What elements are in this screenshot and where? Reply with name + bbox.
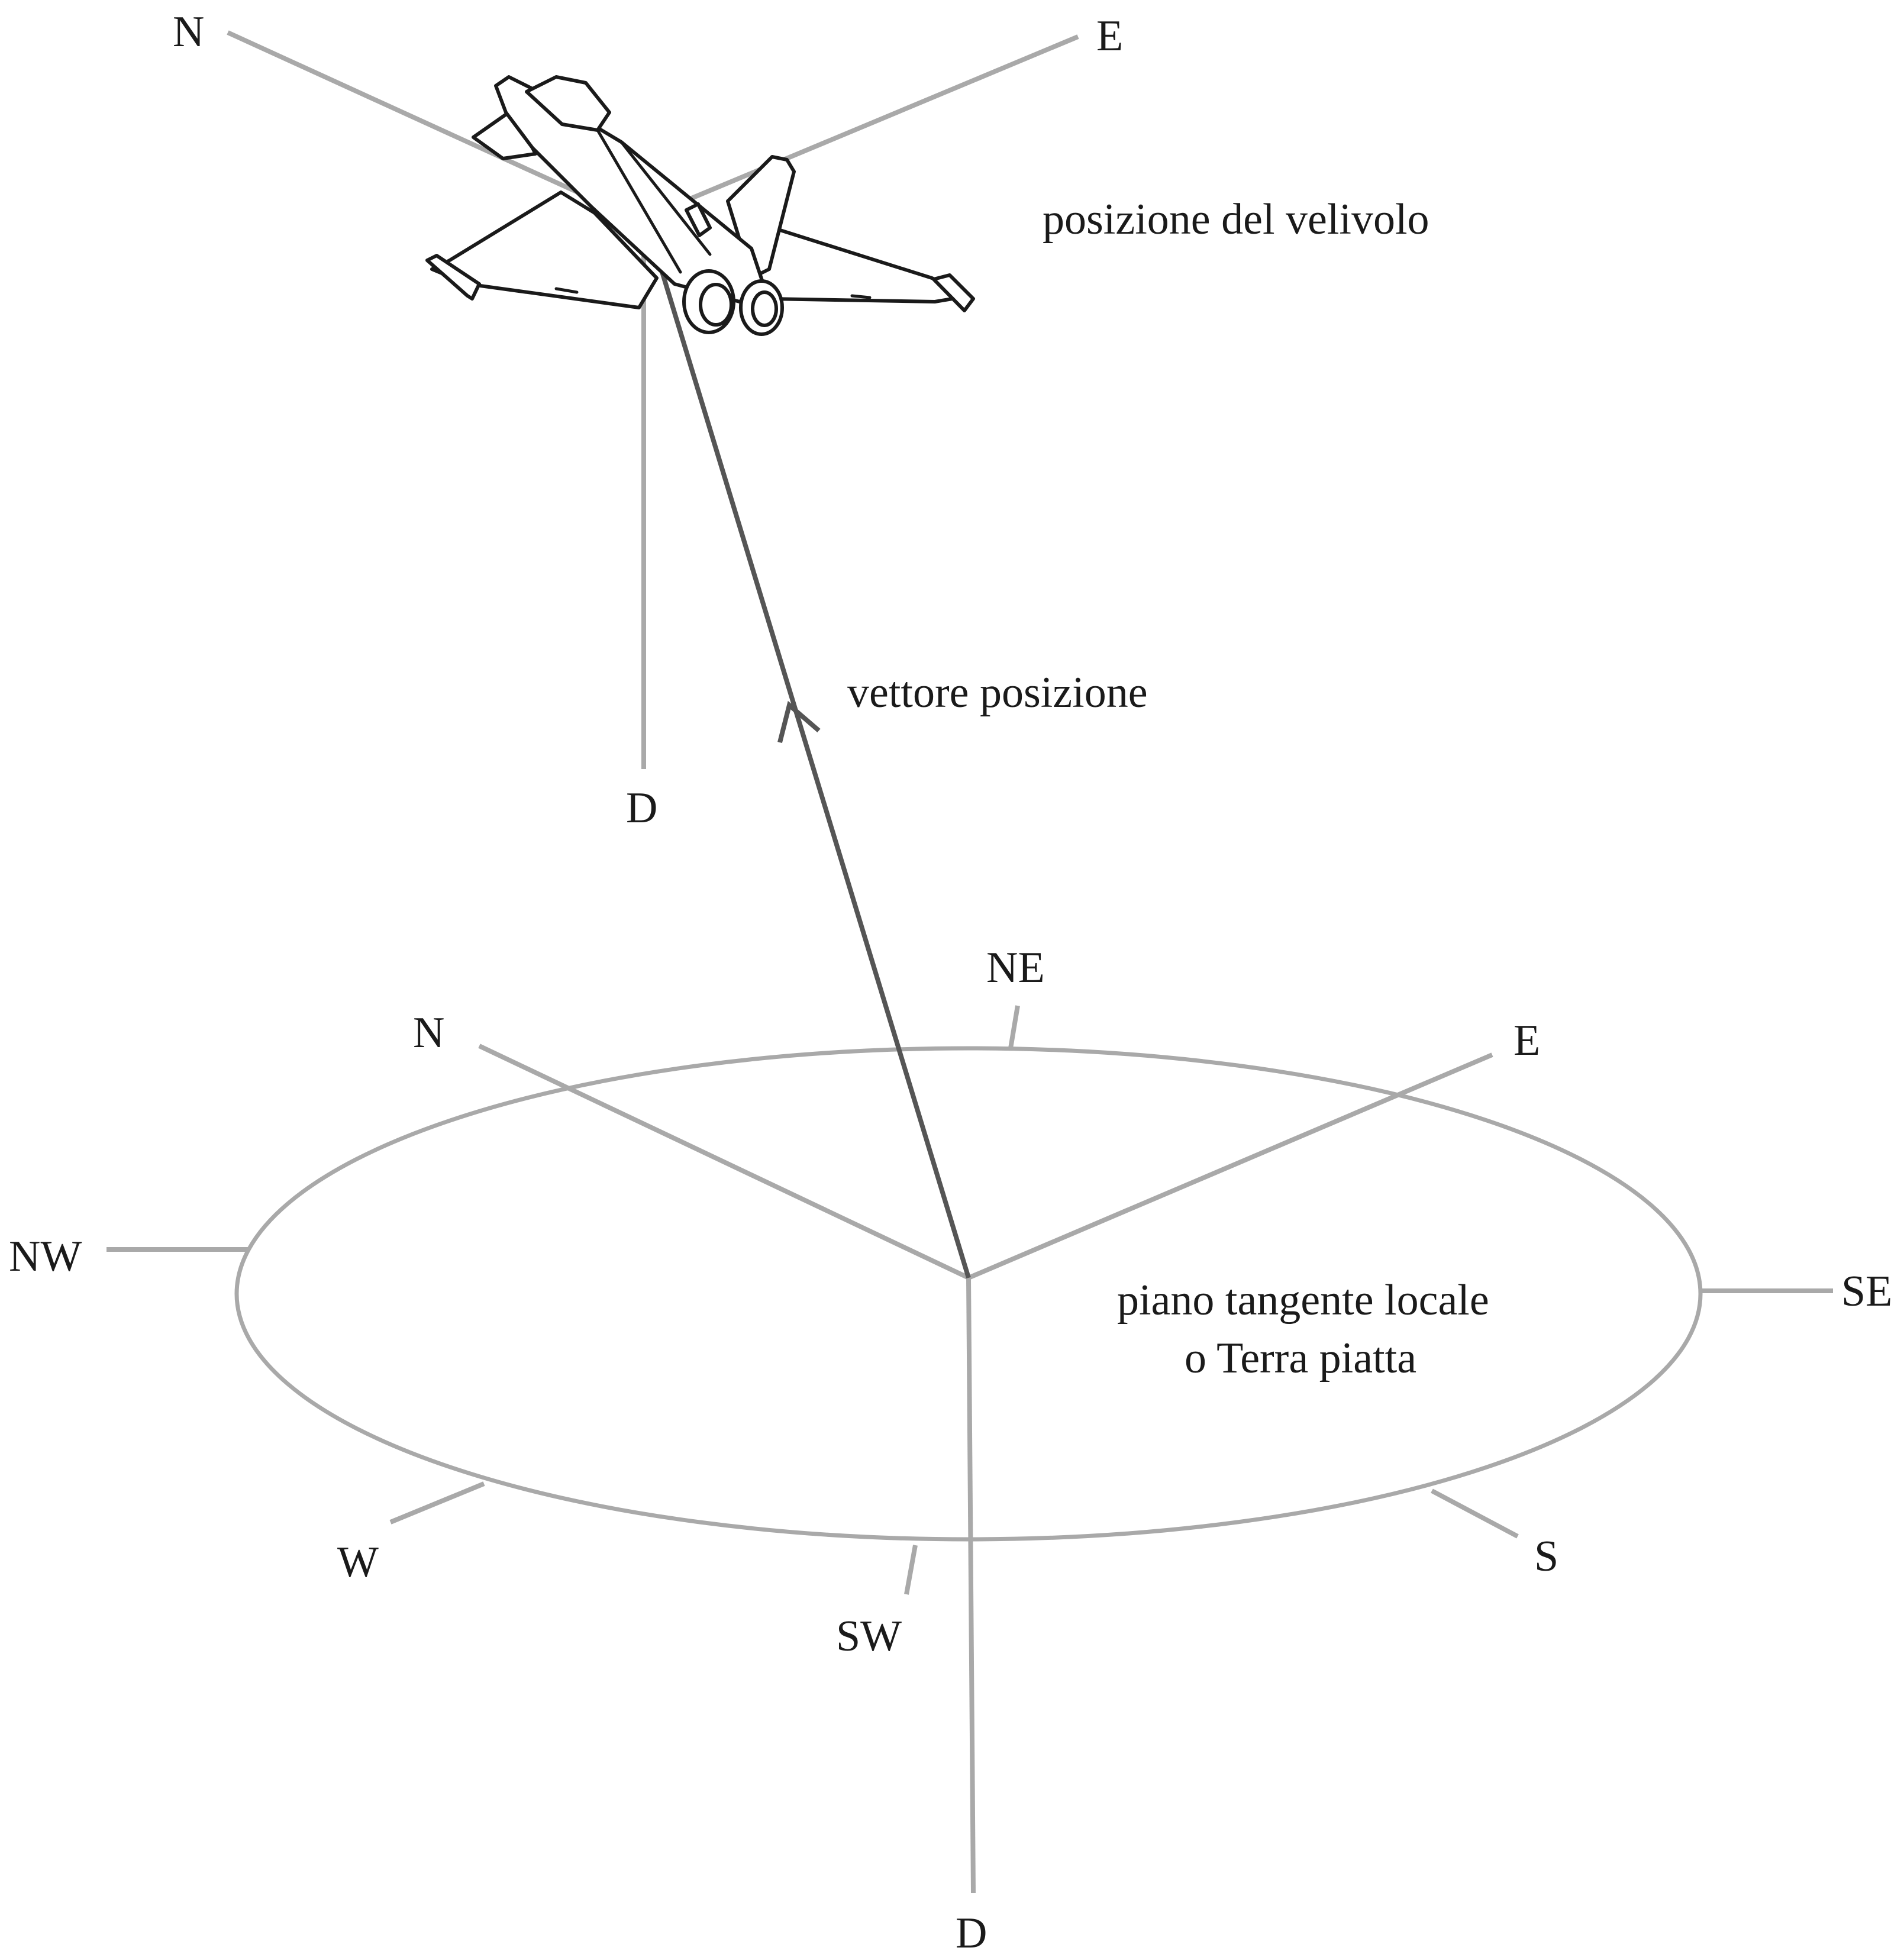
position-vector-line — [654, 253, 971, 1279]
wing-flap-line — [850, 294, 872, 299]
compass-nw-label: NW — [9, 1232, 82, 1281]
compass-w-label: W — [337, 1538, 379, 1587]
position-vector — [654, 253, 971, 1279]
panel-line — [596, 128, 682, 274]
ground-down-label: D — [956, 1909, 987, 1954]
aircraft-down-label: D — [626, 784, 657, 832]
left-nozzle-inner — [699, 283, 733, 327]
panel-line — [619, 140, 712, 256]
right-nozzle-inner — [751, 290, 778, 327]
ground-east-label: E — [1513, 1016, 1540, 1065]
tick-s — [1431, 1488, 1519, 1539]
aircraft-east-label: E — [1096, 12, 1123, 60]
tick-ne — [1008, 1005, 1020, 1049]
aircraft-axes — [227, 30, 1079, 769]
compass-ticks — [107, 1005, 1833, 1595]
aircraft-east-axis — [676, 34, 1079, 206]
ground-down-axis — [966, 1277, 976, 1894]
intake — [685, 202, 712, 237]
right-wingtip-rail — [932, 273, 975, 312]
jet-aircraft-icon — [425, 75, 975, 336]
left-wingtip-rail — [425, 254, 481, 301]
tick-w — [389, 1481, 485, 1525]
position-vector-arrowhead — [777, 700, 821, 743]
compass-ne-label: NE — [986, 944, 1045, 992]
ground-north-axis — [478, 1044, 970, 1280]
plane-caption-line2: o Terra piatta — [1185, 1334, 1416, 1383]
aircraft-position-caption: posizione del velivolo — [1043, 195, 1429, 244]
tick-sw — [904, 1545, 918, 1595]
canopy — [525, 75, 611, 132]
ground-north-label: N — [413, 1009, 444, 1057]
ground-east-axis — [967, 1052, 1493, 1280]
compass-sw-label: SW — [836, 1612, 902, 1661]
plane-caption-line1: piano tangente locale — [1117, 1276, 1489, 1325]
aircraft-north-label: N — [173, 8, 204, 56]
compass-s-label: S — [1534, 1532, 1558, 1581]
ground-axes — [478, 1044, 1493, 1894]
position-vector-label: vettore posizione — [847, 668, 1148, 717]
wing-flap-line — [554, 287, 579, 294]
compass-se-label: SE — [1841, 1267, 1892, 1316]
aircraft-north-axis — [227, 30, 637, 221]
